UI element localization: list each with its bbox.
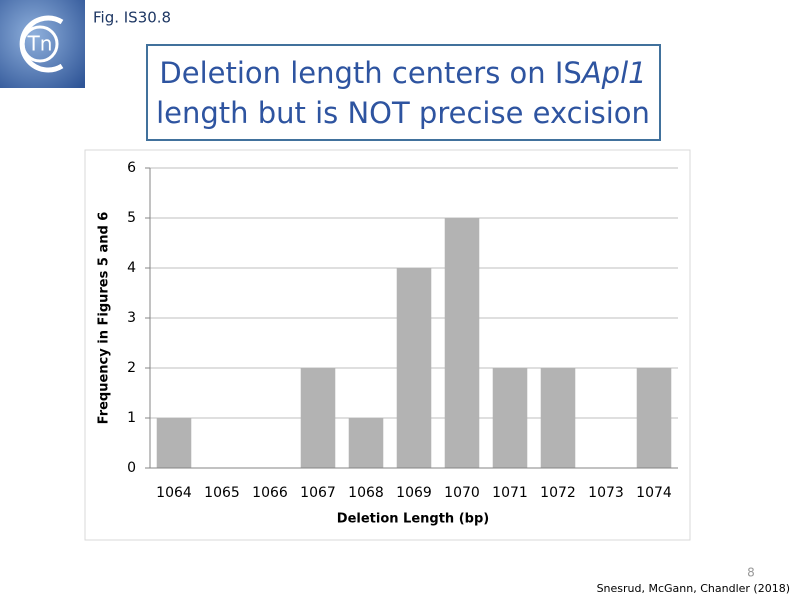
title-italic: Apl1 xyxy=(580,56,647,90)
x-tick-label: 1071 xyxy=(492,485,528,501)
bar xyxy=(492,368,528,468)
y-tick-label: 1 xyxy=(127,410,136,426)
y-tick-label: 4 xyxy=(127,260,136,276)
x-tick-label: 1068 xyxy=(348,485,384,501)
logo: Tn xyxy=(0,0,85,88)
logo-circle xyxy=(21,25,59,63)
x-tick-label: 1073 xyxy=(588,485,624,501)
y-tick-label: 3 xyxy=(127,310,136,326)
y-tick-label: 2 xyxy=(127,360,136,376)
x-tick-label: 1072 xyxy=(540,485,576,501)
logo-background xyxy=(0,0,85,88)
figure-label: Fig. IS30.8 xyxy=(93,9,171,27)
bar xyxy=(300,368,336,468)
title-box xyxy=(146,44,661,141)
citation: Snesrud, McGann, Chandler (2018) xyxy=(597,582,790,595)
x-tick-label: 1067 xyxy=(300,485,336,501)
x-tick-label: 1074 xyxy=(636,485,672,501)
logo-text: Tn xyxy=(27,32,53,56)
y-tick-label: 6 xyxy=(127,160,136,176)
y-axis-label: Frequency in Figures 5 and 6 xyxy=(97,212,112,425)
x-tick-label: 1070 xyxy=(444,485,480,501)
x-tick-label: 1069 xyxy=(396,485,432,501)
x-tick-label: 1066 xyxy=(252,485,288,501)
bar xyxy=(540,368,576,468)
title-line: length but is NOT precise excision xyxy=(156,96,650,130)
y-tick-label: 0 xyxy=(127,460,136,476)
slide-number: 8 xyxy=(747,566,755,580)
chart-frame xyxy=(84,149,691,541)
bar xyxy=(396,268,432,468)
bar xyxy=(348,418,384,468)
bar xyxy=(636,368,672,468)
x-tick-label: 1065 xyxy=(204,485,240,501)
title-line: Deletion length centers on ISApl1 xyxy=(159,56,646,90)
title-text: Deletion length centers on IS xyxy=(159,56,581,90)
x-tick-label: 1064 xyxy=(156,485,192,501)
y-tick-label: 5 xyxy=(127,210,136,226)
x-axis-label: Deletion Length (bp) xyxy=(337,512,489,527)
bar xyxy=(156,418,192,468)
bar xyxy=(444,218,480,468)
plot: 0 1 2 3 4 5 6 1064 1065 1066 1067 1068 1069 1070 1071 1… xyxy=(127,160,678,501)
